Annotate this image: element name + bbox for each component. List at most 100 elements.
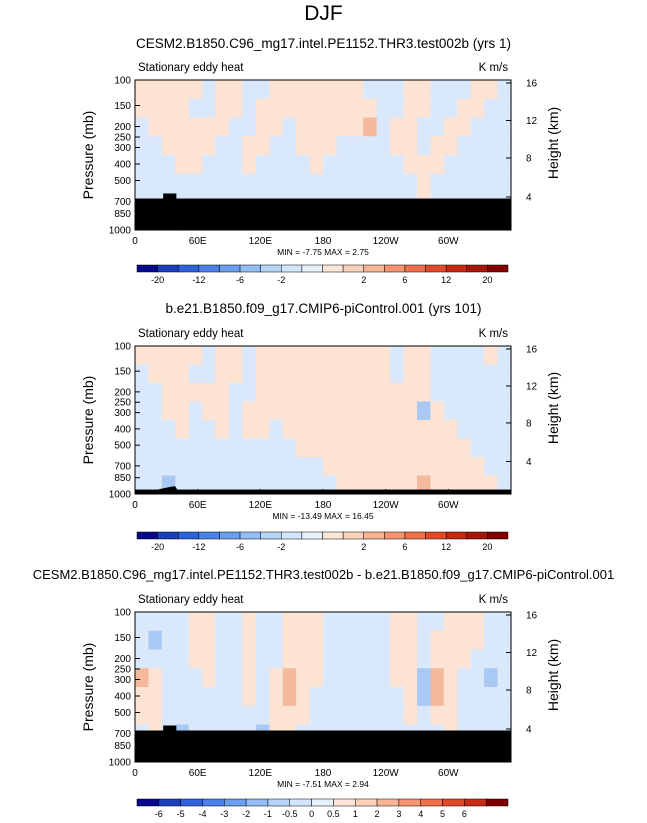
- panel-2-field-cell: [336, 364, 351, 384]
- panel-3-field-cell: [430, 668, 445, 688]
- panel-2-field-cell: [470, 383, 485, 403]
- panel-1-field-cell: [296, 173, 311, 194]
- panel-3-colorbar-label: -5: [177, 809, 185, 819]
- panel-2-field-cell: [470, 346, 485, 366]
- panel-3-field-cell: [161, 649, 176, 669]
- panel-3-field-cell: [296, 687, 311, 707]
- panel-2-field-cell: [349, 401, 364, 421]
- panel-1-field-cell: [161, 136, 176, 156]
- panel-1-field-cell: [484, 155, 499, 175]
- panel-3-x-tick-label: 120E: [249, 768, 273, 779]
- panel-2-field-cell: [309, 383, 324, 403]
- panel-1-y-tick-label: 700: [114, 197, 131, 208]
- panel-3-field-cell: [497, 649, 512, 669]
- panel-1-field-cell: [188, 136, 203, 156]
- panel-3-field-cell: [161, 630, 176, 651]
- panel-1-field-cell: [148, 117, 163, 137]
- panel-1-field-cell: [363, 173, 378, 194]
- panel-3-units: K m/s: [479, 594, 509, 606]
- panel-2-field-cell: [390, 364, 405, 384]
- panel-3-x-tick-label: 60W: [438, 768, 459, 779]
- panel-2-colorbar-swatch: [322, 531, 344, 540]
- panel-2-y2-tick-label: 8: [526, 418, 532, 429]
- panel-2-field-cell: [390, 383, 405, 403]
- panel-3-colorbar-swatch: [442, 798, 465, 807]
- panel-3-field-cell: [242, 668, 257, 688]
- panel-1-field-cell: [269, 80, 284, 100]
- panel-1-field-cell: [282, 173, 297, 194]
- panel-3-field-cell: [417, 649, 432, 669]
- panel-2-field-cell: [323, 438, 338, 458]
- panel-3-field-cell: [255, 612, 270, 632]
- panel-1-colorbar-swatch: [177, 264, 200, 273]
- panel-1-field-cell: [242, 173, 257, 194]
- panel-3-colorbar-swatch: [158, 798, 181, 807]
- panel-2-field-cell: [282, 457, 297, 477]
- panel-3-field-cell: [202, 705, 217, 726]
- panel-1-field-cell: [349, 98, 364, 119]
- panel-1-field-cell: [269, 155, 284, 175]
- panel-2-field-cell: [390, 457, 405, 477]
- panel-1-field-cell: [484, 136, 499, 156]
- panel-1-field-cell: [161, 117, 176, 137]
- panel-1-field-cell: [323, 155, 338, 175]
- panel-2-field-cell: [323, 364, 338, 384]
- panel-1-field-cell: [349, 173, 364, 194]
- panel-1-field-cell: [363, 136, 378, 156]
- panel-2-field-cell: [443, 438, 458, 458]
- panel-3-colorbar-swatch: [267, 798, 291, 807]
- panel-3-field-cell: [390, 687, 405, 707]
- panel-3-field-cell: [376, 612, 391, 632]
- panel-3-field-cell: [336, 687, 351, 707]
- panel-2-field-cell: [188, 383, 203, 403]
- panel-1-colorbar-swatch: [384, 264, 406, 273]
- panel-2-field-cell: [484, 457, 499, 477]
- panel-3-colorbar-label: 2: [375, 809, 380, 819]
- panel-2-colorbar-swatch: [136, 531, 158, 540]
- panel-1-field-cell: [336, 98, 351, 119]
- panel-2-field-cell: [148, 383, 163, 403]
- panel-3-y-tick-label: 400: [114, 692, 131, 703]
- panel-2-x-tick-label: 0: [132, 500, 138, 511]
- panel-1-colorbar-swatch: [136, 264, 158, 273]
- panel-1-field-cell: [215, 173, 230, 194]
- panel-1-y2-tick-label: 16: [526, 79, 538, 90]
- panel-2-field-cell: [443, 457, 458, 477]
- panel-1-field-cell: [215, 136, 230, 156]
- panel-2-field-cell: [296, 438, 311, 458]
- panel-3-field-cell: [443, 705, 458, 726]
- panel-1-field-cell: [188, 98, 203, 119]
- panel-1-field-cell: [229, 173, 244, 194]
- panel-2-field-cell: [349, 383, 364, 403]
- panel-3-subtitle: Stationary eddy heat: [138, 594, 244, 606]
- panel-3-field-cell: [309, 705, 324, 726]
- panel-1-field-cell: [229, 117, 244, 137]
- panel-1-field-cell: [363, 117, 378, 137]
- panel-2-field-cell: [296, 346, 311, 366]
- panel-3-colorbar-swatch: [202, 798, 225, 807]
- panel-2-field-cell: [376, 420, 391, 440]
- panel-3-topography-peak: [163, 725, 177, 732]
- panel-3-x-tick-label: 60E: [189, 768, 207, 779]
- panel-3-colorbar-swatch: [354, 798, 378, 807]
- panel-2-x-tick-label: 180: [315, 500, 332, 511]
- panel-2-field-cell: [161, 364, 176, 384]
- panel-1-field-cell: [296, 117, 311, 137]
- panel-2-field-cell: [349, 457, 364, 477]
- panel-3-y-tick-label: 500: [114, 708, 131, 719]
- panel-1-field-cell: [242, 98, 257, 119]
- panel-3-field-cell: [215, 705, 230, 726]
- panel-1-field-cell: [484, 98, 499, 119]
- panel-2-field-cell: [457, 401, 472, 421]
- panel-3-field-cell: [188, 705, 203, 726]
- panel-2-field-cell: [443, 420, 458, 440]
- panel-2-field-cell: [336, 401, 351, 421]
- panel-3-field-cell: [215, 649, 230, 669]
- panel-1-field-cell: [282, 155, 297, 175]
- panel-1-field-cell: [323, 98, 338, 119]
- panel-3-field-cell: [497, 687, 512, 707]
- panel-1-title: CESM2.B1850.C96_mg17.intel.PE1152.THR3.t…: [136, 36, 511, 51]
- panel-3-field-cell: [417, 612, 432, 632]
- panel-1-x-tick-label: 120E: [249, 236, 273, 247]
- panel-1-field-cell: [229, 98, 244, 119]
